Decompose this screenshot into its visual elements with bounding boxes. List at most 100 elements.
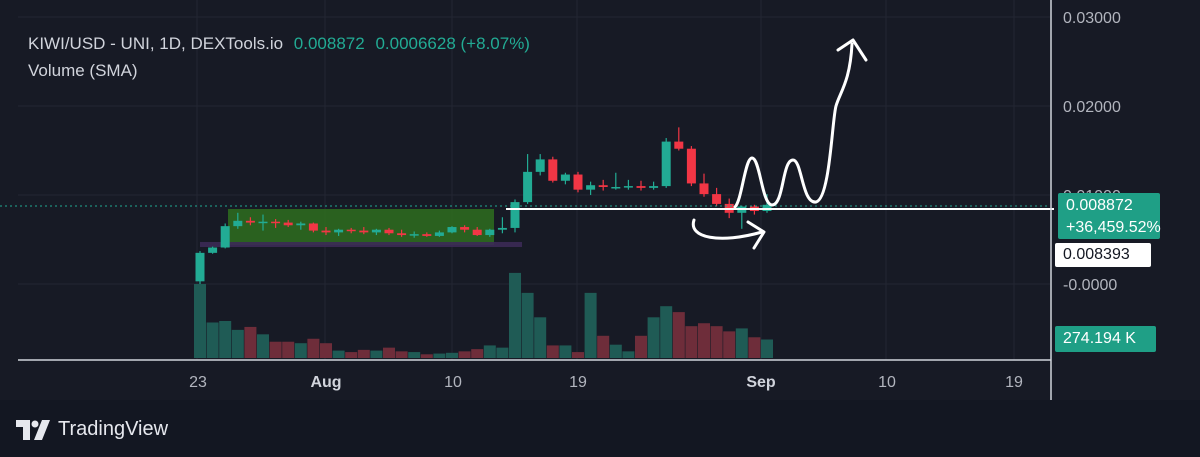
candle-body <box>422 234 432 236</box>
time-label-5: 10 <box>878 374 896 391</box>
volume-bar <box>609 344 622 358</box>
volume-bar <box>685 326 698 358</box>
time-label-4: Sep <box>746 374 776 391</box>
candle-body <box>371 229 381 233</box>
candle-body <box>712 194 722 204</box>
volume-bar <box>294 343 307 358</box>
volume-bar <box>408 352 421 358</box>
volume-bar <box>546 345 559 358</box>
volume-bar <box>723 331 736 358</box>
volume-bar <box>231 329 244 358</box>
candle-body <box>598 185 608 187</box>
candle-body <box>548 159 558 181</box>
hand-drawn-projection-arrow <box>733 42 854 209</box>
candle-body <box>686 148 696 184</box>
time-axis[interactable]: 23 Aug 10 19 Sep 10 19 <box>189 374 1023 391</box>
time-label-6: 19 <box>1005 374 1023 391</box>
volume-bar <box>483 345 496 358</box>
volume-bar <box>597 335 610 358</box>
volume-bar <box>761 339 773 358</box>
symbol-row: KIWI/USD - UNI, 1D, DEXTools.io 0.008872… <box>28 30 530 57</box>
candle-body <box>460 227 470 230</box>
current-price-value: 0.008872 <box>1066 197 1133 214</box>
volume-bar <box>357 349 370 358</box>
candle-body <box>434 232 444 236</box>
candle-body <box>762 204 772 212</box>
candles <box>195 127 772 284</box>
candle-body <box>510 202 520 228</box>
candle-body <box>195 252 205 282</box>
candle-body <box>447 227 457 233</box>
volume-bar <box>496 347 509 358</box>
grid <box>18 0 1050 360</box>
footer-bar <box>0 400 1200 457</box>
volume-bar <box>370 350 383 358</box>
volume-bar <box>206 322 219 358</box>
volume-bar <box>458 351 471 358</box>
volume-bar <box>559 345 572 358</box>
price-axis[interactable]: 0.03000 0.02000 0.01000 -0.0000 <box>1063 10 1121 294</box>
candle-body <box>321 230 331 233</box>
consolidation-base <box>200 242 522 247</box>
candle-body <box>674 141 684 149</box>
volume-bar <box>219 321 232 358</box>
tradingview-logo-icon <box>16 419 50 440</box>
volume-bar <box>521 292 534 358</box>
symbol-title[interactable]: KIWI/USD - UNI, 1D, DEXTools.io <box>28 34 284 53</box>
volume-bar <box>420 354 433 358</box>
arrow-head-right-icon <box>746 220 766 250</box>
candle-body <box>296 223 306 226</box>
candle-body <box>523 171 533 203</box>
volume-bar <box>698 323 710 358</box>
candle-body <box>649 186 659 188</box>
tradingview-brand[interactable]: TradingView <box>16 418 168 441</box>
volume-bar <box>672 312 685 358</box>
volume-bar <box>244 326 257 358</box>
volume-bar <box>320 343 332 358</box>
candle-body <box>233 220 243 227</box>
volume-bar <box>622 351 635 358</box>
volume-bar <box>257 334 269 358</box>
volume-bar <box>446 352 458 358</box>
hand-drawn-curve-arrow <box>691 218 764 240</box>
consolidation-box <box>228 209 494 245</box>
volume-bar <box>395 351 408 358</box>
volume-bar <box>307 338 320 358</box>
volume-bar <box>433 353 446 358</box>
volume-bar <box>471 349 484 358</box>
candle-body <box>397 233 407 236</box>
candle-body <box>611 186 621 189</box>
candle-body <box>535 159 545 172</box>
candle-body <box>334 229 344 233</box>
candle-body <box>245 220 255 223</box>
chart-legend: KIWI/USD - UNI, 1D, DEXTools.io 0.008872… <box>28 30 530 84</box>
volume-indicator-label[interactable]: Volume (SMA) <box>28 61 138 80</box>
volume-bar <box>584 292 597 358</box>
price-change: 0.0006628 (+8.07%) <box>375 34 530 53</box>
percent-change-value: +36,459.52% <box>1066 219 1161 236</box>
candle-body <box>308 223 318 231</box>
candle-body <box>623 186 633 188</box>
price-label-0: 0.03000 <box>1063 10 1121 27</box>
candle-body <box>699 183 709 195</box>
candle-body <box>497 227 507 230</box>
candle-body <box>409 234 419 236</box>
volume-bar <box>572 352 584 358</box>
last-price: 0.008872 <box>293 34 365 53</box>
time-label-2: 10 <box>444 374 462 391</box>
tradingview-wordmark: TradingView <box>58 418 169 440</box>
candle-body <box>359 230 369 233</box>
time-label-1: Aug <box>310 374 341 391</box>
volume-bar <box>660 306 673 358</box>
volume-bar <box>509 272 521 358</box>
level-price-tag: 0.008393 <box>1055 243 1151 267</box>
candle-body <box>485 229 495 236</box>
candle-body <box>472 229 482 236</box>
candle-body <box>586 185 596 190</box>
volume-tag: 274.194 K <box>1055 326 1156 352</box>
volume-bar <box>282 341 295 358</box>
candle-body <box>283 222 293 226</box>
volume-bars <box>194 272 773 358</box>
candle-body <box>220 226 230 248</box>
